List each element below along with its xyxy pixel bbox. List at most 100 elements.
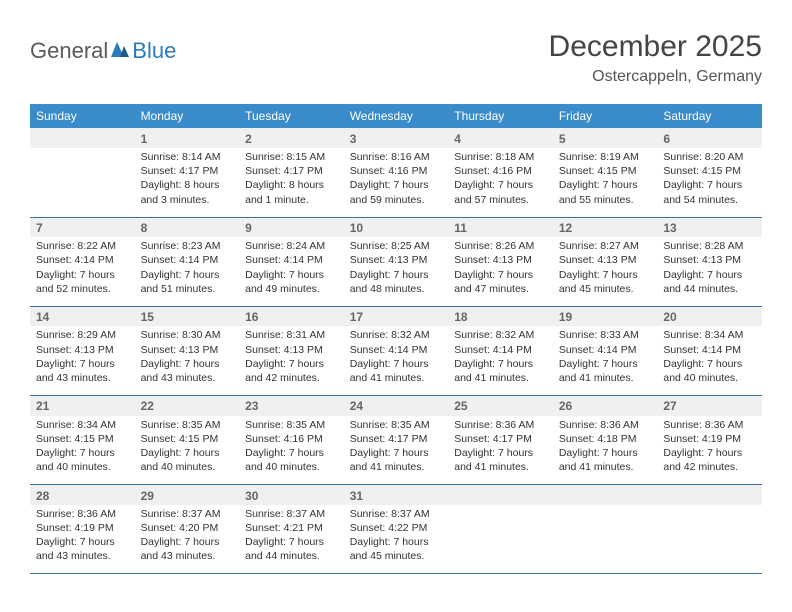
sunset-line: Sunset: 4:22 PM <box>350 521 443 535</box>
dow-monday: Monday <box>135 104 240 128</box>
day-content-cell: Sunrise: 8:36 AMSunset: 4:17 PMDaylight:… <box>448 416 553 485</box>
week-row: Sunrise: 8:14 AMSunset: 4:17 PMDaylight:… <box>30 148 762 217</box>
sunset-line: Sunset: 4:20 PM <box>141 521 234 535</box>
day-of-week-header: Sunday Monday Tuesday Wednesday Thursday… <box>30 104 762 128</box>
daylight-line: Daylight: 7 hours and 47 minutes. <box>454 268 547 296</box>
sunset-line: Sunset: 4:13 PM <box>663 253 756 267</box>
dow-wednesday: Wednesday <box>344 104 449 128</box>
day-content-cell: Sunrise: 8:37 AMSunset: 4:22 PMDaylight:… <box>344 505 449 574</box>
location-text: Ostercappeln, Germany <box>549 68 762 86</box>
sunrise-line: Sunrise: 8:19 AM <box>559 150 652 164</box>
sunset-line: Sunset: 4:16 PM <box>454 164 547 178</box>
day-content-cell: Sunrise: 8:18 AMSunset: 4:16 PMDaylight:… <box>448 148 553 217</box>
sunrise-line: Sunrise: 8:35 AM <box>245 418 338 432</box>
daylight-line: Daylight: 7 hours and 44 minutes. <box>663 268 756 296</box>
dow-sunday: Sunday <box>30 104 135 128</box>
sunrise-line: Sunrise: 8:35 AM <box>350 418 443 432</box>
day-content-cell: Sunrise: 8:34 AMSunset: 4:15 PMDaylight:… <box>30 416 135 485</box>
day-number-cell: 3 <box>344 128 449 148</box>
sunset-line: Sunset: 4:16 PM <box>245 432 338 446</box>
sunrise-line: Sunrise: 8:36 AM <box>663 418 756 432</box>
sunrise-line: Sunrise: 8:34 AM <box>663 328 756 342</box>
day-content-cell: Sunrise: 8:32 AMSunset: 4:14 PMDaylight:… <box>448 326 553 395</box>
day-content-cell: Sunrise: 8:36 AMSunset: 4:19 PMDaylight:… <box>30 505 135 574</box>
day-number-cell <box>30 128 135 148</box>
week-row: Sunrise: 8:22 AMSunset: 4:14 PMDaylight:… <box>30 237 762 306</box>
calendar-table: Sunday Monday Tuesday Wednesday Thursday… <box>30 104 762 574</box>
day-number-cell: 1 <box>135 128 240 148</box>
sunrise-line: Sunrise: 8:26 AM <box>454 239 547 253</box>
daylight-line: Daylight: 7 hours and 43 minutes. <box>36 357 129 385</box>
day-number-cell: 6 <box>657 128 762 148</box>
day-content-cell: Sunrise: 8:20 AMSunset: 4:15 PMDaylight:… <box>657 148 762 217</box>
day-content-cell: Sunrise: 8:31 AMSunset: 4:13 PMDaylight:… <box>239 326 344 395</box>
sunset-line: Sunset: 4:13 PM <box>36 343 129 357</box>
day-number-cell: 13 <box>657 217 762 237</box>
daylight-line: Daylight: 7 hours and 40 minutes. <box>663 357 756 385</box>
sunrise-line: Sunrise: 8:29 AM <box>36 328 129 342</box>
sunset-line: Sunset: 4:13 PM <box>350 253 443 267</box>
sunrise-line: Sunrise: 8:37 AM <box>245 507 338 521</box>
sunset-line: Sunset: 4:15 PM <box>141 432 234 446</box>
sunrise-line: Sunrise: 8:23 AM <box>141 239 234 253</box>
daylight-line: Daylight: 7 hours and 41 minutes. <box>559 446 652 474</box>
sunset-line: Sunset: 4:14 PM <box>454 343 547 357</box>
sunset-line: Sunset: 4:13 PM <box>454 253 547 267</box>
day-content-cell <box>657 505 762 574</box>
day-number-cell: 22 <box>135 396 240 416</box>
daylight-line: Daylight: 7 hours and 41 minutes. <box>559 357 652 385</box>
day-number-cell: 21 <box>30 396 135 416</box>
day-content-cell: Sunrise: 8:24 AMSunset: 4:14 PMDaylight:… <box>239 237 344 306</box>
sunrise-line: Sunrise: 8:22 AM <box>36 239 129 253</box>
day-content-cell <box>30 148 135 217</box>
sunrise-line: Sunrise: 8:15 AM <box>245 150 338 164</box>
logo-blue-text: Blue <box>132 38 176 64</box>
daynum-row: 28293031 <box>30 485 762 505</box>
sunrise-line: Sunrise: 8:36 AM <box>559 418 652 432</box>
sunrise-line: Sunrise: 8:37 AM <box>350 507 443 521</box>
day-number-cell: 19 <box>553 306 658 326</box>
day-number-cell: 17 <box>344 306 449 326</box>
day-number-cell <box>657 485 762 505</box>
sunset-line: Sunset: 4:17 PM <box>350 432 443 446</box>
sunrise-line: Sunrise: 8:36 AM <box>36 507 129 521</box>
title-block: December 2025 Ostercappeln, Germany <box>549 30 762 86</box>
week-row: Sunrise: 8:29 AMSunset: 4:13 PMDaylight:… <box>30 326 762 395</box>
daylight-line: Daylight: 7 hours and 41 minutes. <box>350 357 443 385</box>
sunrise-line: Sunrise: 8:37 AM <box>141 507 234 521</box>
daylight-line: Daylight: 7 hours and 43 minutes. <box>141 357 234 385</box>
header: General Blue December 2025 Ostercappeln,… <box>30 30 762 86</box>
daylight-line: Daylight: 7 hours and 57 minutes. <box>454 178 547 206</box>
daynum-row: 78910111213 <box>30 217 762 237</box>
sunset-line: Sunset: 4:17 PM <box>245 164 338 178</box>
daylight-line: Daylight: 7 hours and 55 minutes. <box>559 178 652 206</box>
dow-tuesday: Tuesday <box>239 104 344 128</box>
sunrise-line: Sunrise: 8:24 AM <box>245 239 338 253</box>
day-content-cell: Sunrise: 8:14 AMSunset: 4:17 PMDaylight:… <box>135 148 240 217</box>
day-content-cell: Sunrise: 8:16 AMSunset: 4:16 PMDaylight:… <box>344 148 449 217</box>
dow-thursday: Thursday <box>448 104 553 128</box>
daylight-line: Daylight: 7 hours and 41 minutes. <box>454 357 547 385</box>
day-content-cell <box>553 505 658 574</box>
sunset-line: Sunset: 4:15 PM <box>559 164 652 178</box>
sunset-line: Sunset: 4:13 PM <box>559 253 652 267</box>
day-number-cell: 23 <box>239 396 344 416</box>
logo-triangle-icon <box>111 41 129 62</box>
sunrise-line: Sunrise: 8:36 AM <box>454 418 547 432</box>
day-content-cell: Sunrise: 8:30 AMSunset: 4:13 PMDaylight:… <box>135 326 240 395</box>
logo-general-text: General <box>30 38 108 64</box>
day-content-cell: Sunrise: 8:32 AMSunset: 4:14 PMDaylight:… <box>344 326 449 395</box>
daylight-line: Daylight: 7 hours and 41 minutes. <box>454 446 547 474</box>
day-content-cell: Sunrise: 8:36 AMSunset: 4:19 PMDaylight:… <box>657 416 762 485</box>
day-number-cell <box>553 485 658 505</box>
day-number-cell: 29 <box>135 485 240 505</box>
day-number-cell: 28 <box>30 485 135 505</box>
sunrise-line: Sunrise: 8:33 AM <box>559 328 652 342</box>
sunset-line: Sunset: 4:13 PM <box>245 343 338 357</box>
day-content-cell: Sunrise: 8:35 AMSunset: 4:17 PMDaylight:… <box>344 416 449 485</box>
day-number-cell: 30 <box>239 485 344 505</box>
day-content-cell: Sunrise: 8:27 AMSunset: 4:13 PMDaylight:… <box>553 237 658 306</box>
day-content-cell: Sunrise: 8:15 AMSunset: 4:17 PMDaylight:… <box>239 148 344 217</box>
daylight-line: Daylight: 7 hours and 40 minutes. <box>36 446 129 474</box>
day-number-cell: 8 <box>135 217 240 237</box>
